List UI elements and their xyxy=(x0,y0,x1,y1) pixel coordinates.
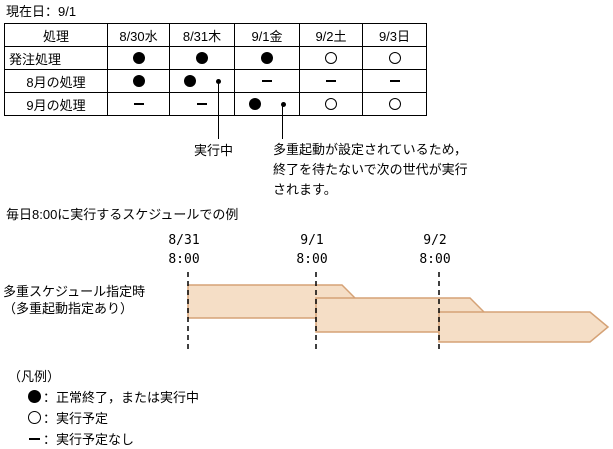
cell-symbols xyxy=(363,52,426,64)
cell-symbols xyxy=(300,80,362,82)
timeline-side-label: 多重スケジュール指定時 （多重起動指定あり） xyxy=(3,283,145,317)
cell-symbols xyxy=(108,103,169,105)
filled-dot-icon xyxy=(27,390,41,403)
table-cell xyxy=(234,69,300,93)
marker-time: 8:00 xyxy=(419,252,451,267)
filled-dot-icon xyxy=(183,75,196,87)
table-header-cell: 処理 xyxy=(4,23,108,47)
cell-symbols xyxy=(363,80,426,82)
filled-dot-icon xyxy=(196,52,208,64)
table-header-cell: 9/3日 xyxy=(362,23,427,47)
cell-symbols xyxy=(235,80,299,82)
legend-text: ：正常終了，または実行中 xyxy=(43,390,200,405)
marker-time: 8:00 xyxy=(168,252,200,267)
table-cell xyxy=(299,69,363,93)
legend-title: （凡例） xyxy=(8,369,61,384)
cell-symbols xyxy=(363,98,426,110)
table-header-cell: 8/31木 xyxy=(169,23,235,47)
table-cell xyxy=(107,46,170,70)
leader-line-multiboot xyxy=(282,105,283,139)
dash-icon xyxy=(133,103,144,105)
table-cell xyxy=(169,69,235,93)
filled-dot-icon xyxy=(248,98,261,110)
marker-time: 8:00 xyxy=(296,252,328,267)
cell-symbols xyxy=(170,103,234,105)
open-circle-icon xyxy=(388,98,401,110)
current-date-label: 現在日：9/1 xyxy=(6,4,77,19)
table-cell xyxy=(107,92,170,116)
table-cell xyxy=(169,46,235,70)
table-row: 発注処理 xyxy=(4,46,427,70)
table-header-cell: 9/1金 xyxy=(234,23,300,47)
legend-item: ：実行予定 xyxy=(26,407,199,428)
cell-symbols xyxy=(170,75,234,87)
open-circle-icon xyxy=(325,52,337,64)
timeline-marker-label: 9/1 8:00 xyxy=(280,231,344,269)
table-header-cell: 9/2土 xyxy=(299,23,363,47)
leader-line-running xyxy=(218,82,219,139)
timeline-marker-label: 8/31 8:00 xyxy=(152,231,216,269)
dash-icon xyxy=(326,80,336,82)
table-cell xyxy=(169,92,235,116)
table-cell xyxy=(234,46,300,70)
legend-item: ：正常終了，または実行中 xyxy=(26,386,199,407)
note-line: 終了を待たないで次の世代が実行 xyxy=(273,162,468,177)
side-label-line: （多重起動指定あり） xyxy=(3,301,134,316)
table-row: 9月の処理 xyxy=(4,92,427,116)
marker-date: 9/2 xyxy=(423,233,447,248)
row-label-cell: 9月の処理 xyxy=(4,92,108,116)
dash-icon xyxy=(28,437,40,440)
section-title: 毎日8:00に実行するスケジュールでの例 xyxy=(6,207,239,222)
table-cell xyxy=(299,46,363,70)
timeline-bar-generation-3 xyxy=(438,311,610,343)
open-circle-icon xyxy=(325,98,337,110)
dash-icon xyxy=(197,103,207,105)
cell-symbols xyxy=(170,52,234,64)
filled-dot-icon xyxy=(261,52,273,64)
legend-text: ：実行予定なし xyxy=(43,432,135,447)
open-circle-icon xyxy=(388,52,401,64)
process-schedule-table: 処理 8/30水 8/31木 9/1金 9/2土 9/3日 発注処理 8月の処理 9月の処理 xyxy=(4,23,427,116)
legend-symbol xyxy=(26,390,42,403)
cell-symbols xyxy=(300,52,362,64)
table-row: 8月の処理 xyxy=(4,69,427,93)
note-line: 多重起動が設定されているため， xyxy=(273,142,467,157)
cell-symbols xyxy=(108,52,169,64)
table-cell xyxy=(234,92,300,116)
dash-icon xyxy=(262,80,272,82)
table-header-row: 処理 8/30水 8/31木 9/1金 9/2土 9/3日 xyxy=(4,23,427,47)
row-label-cell: 8月の処理 xyxy=(4,69,108,93)
cell-symbols xyxy=(300,98,362,110)
timeline-chart xyxy=(187,272,610,352)
legend-symbol xyxy=(26,437,42,440)
marker-date: 8/31 xyxy=(168,233,200,248)
table-cell xyxy=(362,46,427,70)
note-line: されます。 xyxy=(273,182,337,197)
table-header-cell: 8/30水 xyxy=(107,23,170,47)
cell-symbols xyxy=(235,98,299,110)
legend-text: ：実行予定 xyxy=(43,411,109,426)
row-label-cell: 発注処理 xyxy=(4,46,108,70)
table-cell xyxy=(362,69,427,93)
legend-symbol xyxy=(26,411,42,424)
table-cell xyxy=(107,69,170,93)
legend-item: ：実行予定なし xyxy=(26,428,199,449)
cell-symbols xyxy=(108,75,169,87)
running-annotation-label: 実行中 xyxy=(194,143,234,158)
small-dot-icon xyxy=(215,78,221,84)
cell-symbols xyxy=(235,52,299,64)
filled-dot-icon xyxy=(132,52,145,64)
legend: ：正常終了，または実行中 ：実行予定 ：実行予定なし xyxy=(26,386,199,449)
timeline-marker-label: 9/2 8:00 xyxy=(403,231,467,269)
side-label-line: 多重スケジュール指定時 xyxy=(3,284,146,299)
marker-date: 9/1 xyxy=(300,233,324,248)
multiboot-annotation-note: 多重起動が設定されているため， 終了を待たないで次の世代が実行 されます。 xyxy=(273,140,468,200)
open-circle-icon xyxy=(27,411,41,424)
table-cell xyxy=(362,92,427,116)
filled-dot-icon xyxy=(132,75,145,87)
table-cell xyxy=(299,92,363,116)
dash-icon xyxy=(389,80,400,82)
small-dot-icon xyxy=(280,101,286,107)
